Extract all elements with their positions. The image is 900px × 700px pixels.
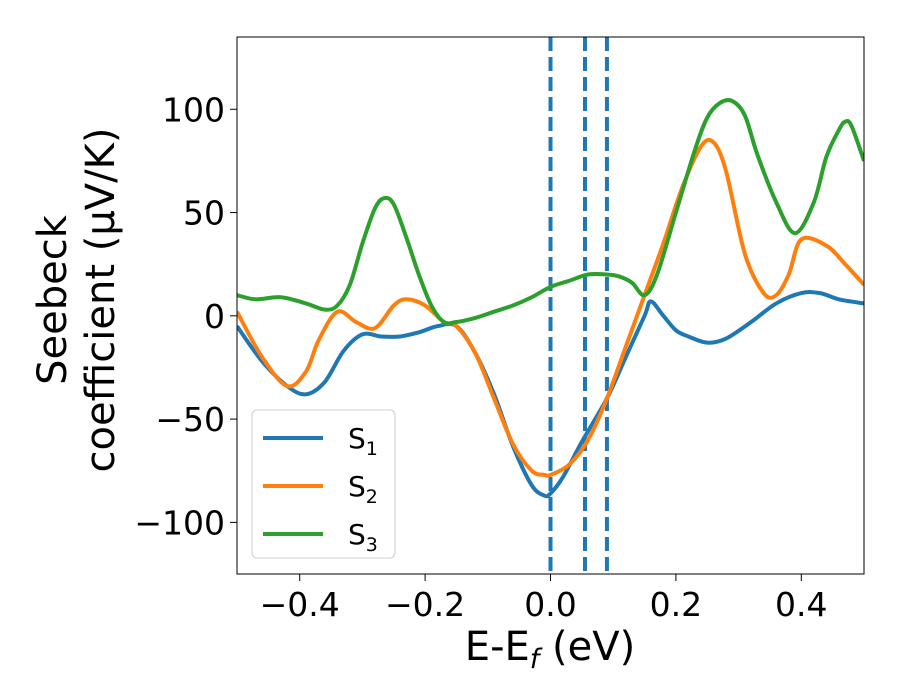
series-line-s2 (237, 137, 864, 478)
series-line-s1 (237, 290, 864, 499)
x-axis-label: E-Ef (eV) (465, 624, 635, 675)
y-axis-label: Seebeck coefficient (μV/K) (30, 128, 124, 473)
y-axis-label-line-2: coefficient (μV/K) (78, 128, 124, 473)
x-tick-label: 0.4 (775, 585, 827, 624)
legend-label-s3: S3 (348, 518, 378, 556)
reference-lines (548, 37, 609, 574)
x-tick-label: −0.2 (385, 585, 465, 624)
y-tick-label: 0 (204, 297, 225, 336)
y-tick-label: −100 (134, 503, 225, 542)
y-tick-label: 50 (183, 194, 225, 233)
legend-label-s1: S1 (348, 422, 378, 460)
x-tick-label: 0.2 (650, 585, 702, 624)
y-axis: −100 −50 0 50 100 (134, 90, 237, 542)
legend: S1 S2 S3 (251, 409, 396, 559)
y-tick-label: 100 (162, 90, 225, 129)
legend-label-s2: S2 (348, 470, 378, 508)
x-tick-label: 0.0 (524, 585, 576, 624)
series-line-s3 (237, 98, 864, 326)
y-tick-label: −50 (155, 400, 225, 439)
series-group (237, 98, 864, 499)
y-axis-label-line-1: Seebeck (30, 214, 76, 385)
x-axis: −0.4 −0.2 0.0 0.2 0.4 (260, 574, 828, 624)
x-tick-label: −0.4 (260, 585, 340, 624)
legend-box (251, 409, 396, 559)
